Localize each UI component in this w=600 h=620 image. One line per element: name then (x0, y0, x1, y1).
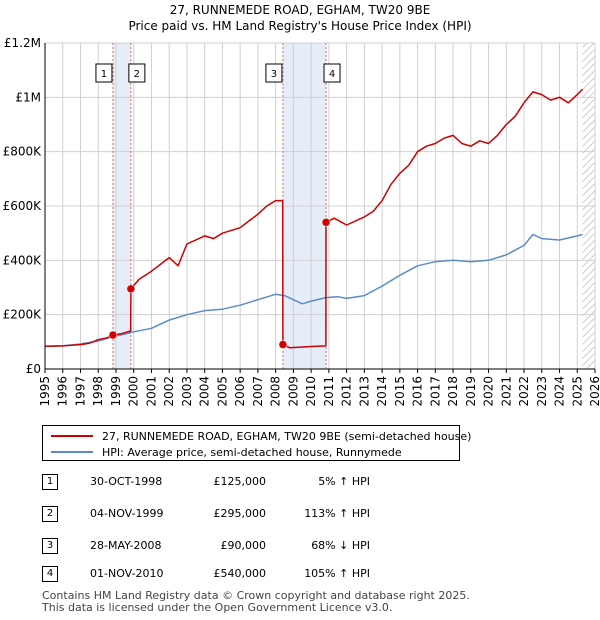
y-tick-label: £800K (3, 145, 43, 159)
transaction-number: 1 (42, 474, 58, 490)
x-tick-label: 2013 (357, 376, 371, 407)
sale-marker-label: 2 (134, 69, 140, 80)
x-tick-label: 2009 (286, 376, 300, 407)
legend-label-property: 27, RUNNEMEDE ROAD, EGHAM, TW20 9BE (sem… (102, 429, 472, 443)
legend-swatch-hpi (51, 451, 93, 453)
sale-marker-box (128, 63, 146, 83)
x-tick-label: 2011 (322, 376, 336, 407)
transaction-hpi-diff: 68% ↓ HPI (311, 539, 370, 552)
x-tick-label: 2006 (233, 376, 247, 407)
transaction-hpi-diff: 105% ↑ HPI (304, 567, 370, 580)
sale-point (278, 340, 288, 349)
x-tick-label: 2008 (269, 376, 283, 407)
x-tick-label: 2007 (251, 376, 265, 407)
x-tick-label: 2002 (162, 376, 176, 407)
transaction-date: 28-MAY-2008 (90, 539, 162, 552)
footer-licence: This data is licensed under the Open Gov… (42, 601, 393, 614)
x-tick-label: 2022 (517, 376, 531, 407)
x-tick-label: 2014 (375, 376, 389, 407)
transaction-hpi-diff: 5% ↑ HPI (318, 475, 370, 488)
transaction-date: 01-NOV-2010 (90, 567, 164, 580)
transaction-price: £540,000 (213, 567, 267, 580)
x-tick-label: 2017 (428, 376, 442, 407)
legend-swatch-property (51, 435, 93, 437)
sale-marker-label: 4 (329, 69, 335, 80)
x-tick-label: 1996 (56, 376, 70, 407)
transaction-row: 1 30-OCT-1998 £125,000 5% ↑ HPI (0, 474, 600, 494)
x-tick-label: 2004 (198, 376, 212, 407)
transaction-row: 2 04-NOV-1999 £295,000 113% ↑ HPI (0, 506, 600, 526)
transaction-row: 4 01-NOV-2010 £540,000 105% ↑ HPI (0, 566, 600, 586)
hpi-line (44, 233, 583, 347)
footer-copyright: Contains HM Land Registry data © Crown c… (42, 589, 470, 602)
legend-label-hpi: HPI: Average price, semi-detached house,… (102, 445, 402, 459)
y-tick-label: £200K (3, 308, 43, 322)
x-tick-label: 2015 (393, 376, 407, 407)
y-tick-label: £600K (3, 199, 43, 213)
x-tick-label: 2003 (180, 376, 194, 407)
x-tick-label: 2000 (127, 376, 141, 407)
x-tick-label: 2023 (535, 376, 549, 407)
sale-marker-box (95, 63, 113, 83)
sale-marker-label: 1 (101, 69, 107, 80)
legend-entry-hpi: HPI: Average price, semi-detached house,… (51, 444, 402, 460)
transaction-date: 04-NOV-1999 (90, 507, 164, 520)
x-tick-label: 2020 (482, 376, 496, 407)
sale-marker-box (323, 63, 341, 83)
x-tick-label: 2016 (411, 376, 425, 407)
sale-marker-box (265, 63, 283, 83)
x-tick-label: 2010 (304, 376, 318, 407)
sale-point (108, 330, 118, 340)
x-tick-label: 1997 (73, 376, 87, 407)
x-tick-label: 1995 (38, 376, 52, 407)
x-tick-label: 2024 (553, 376, 567, 407)
transaction-date: 30-OCT-1998 (90, 475, 163, 488)
price-chart: 27, RUNNEMEDE ROAD, EGHAM, TW20 9BE Pric… (3, 3, 600, 407)
sale-marker-label: 3 (271, 69, 277, 80)
y-tick-label: £1.2M (4, 36, 41, 50)
x-tick-label: 2021 (499, 376, 513, 407)
footer: Contains HM Land Registry data © Crown c… (42, 590, 470, 614)
x-tick-label: 2019 (464, 376, 478, 407)
x-tick-label: 2001 (144, 376, 158, 407)
y-tick-label: £0 (26, 362, 41, 376)
x-tick-label: 1999 (109, 376, 123, 407)
transaction-price: £295,000 (213, 507, 267, 520)
transaction-number: 3 (42, 538, 58, 554)
x-tick-label: 2026 (588, 376, 600, 407)
x-tick-label: 2012 (340, 376, 354, 407)
transaction-row: 3 28-MAY-2008 £90,000 68% ↓ HPI (0, 538, 600, 558)
y-tick-label: £400K (3, 253, 43, 267)
transaction-price: £90,000 (220, 539, 267, 552)
x-tick-label: 2025 (570, 376, 584, 407)
property-price-line (44, 88, 584, 349)
transaction-price: £125,000 (213, 475, 267, 488)
x-tick-label: 2005 (215, 376, 229, 407)
chart-subtitle: Price paid vs. HM Land Registry's House … (128, 19, 471, 33)
sale-point (321, 218, 331, 227)
transaction-number: 2 (42, 506, 58, 522)
sale-point (126, 284, 136, 294)
transaction-number: 4 (42, 566, 58, 582)
y-tick-label: £1M (15, 90, 41, 104)
x-tick-label: 2018 (446, 376, 460, 407)
legend-entry-property: 27, RUNNEMEDE ROAD, EGHAM, TW20 9BE (sem… (51, 428, 471, 444)
x-tick-label: 1998 (91, 376, 105, 407)
chart-title: 27, RUNNEMEDE ROAD, EGHAM, TW20 9BE (170, 3, 431, 17)
legend: 27, RUNNEMEDE ROAD, EGHAM, TW20 9BE (sem… (42, 425, 471, 461)
transaction-hpi-diff: 113% ↑ HPI (304, 507, 370, 520)
